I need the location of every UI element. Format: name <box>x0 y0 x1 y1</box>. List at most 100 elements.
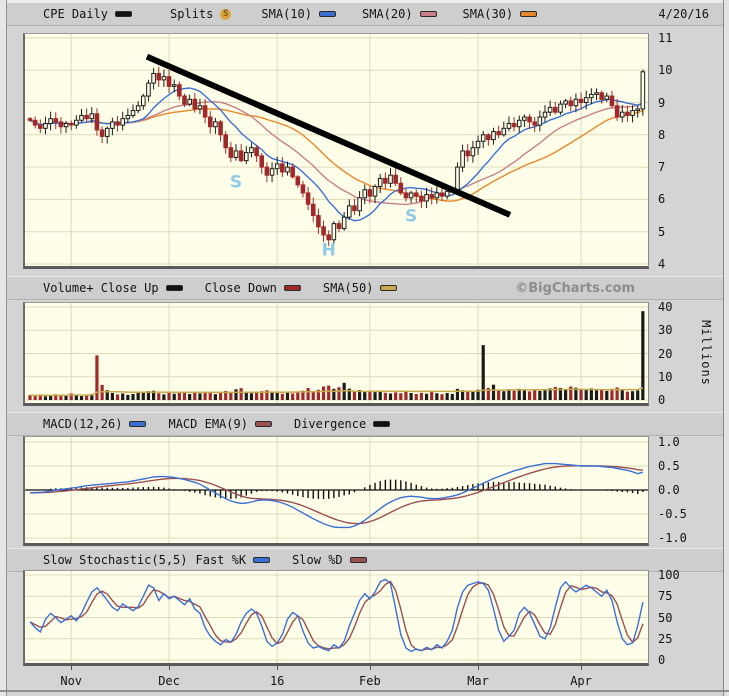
candle-body <box>197 105 203 110</box>
candle-body <box>372 185 378 197</box>
volume-bar <box>584 389 588 400</box>
divergence-bar <box>317 490 320 499</box>
stochastic-chart-panel <box>23 570 649 666</box>
volume-bar <box>157 393 161 400</box>
divergence-bar <box>518 482 520 490</box>
volume-bar <box>177 391 181 400</box>
fast-k-swatch <box>253 557 271 563</box>
volume-bar <box>90 393 94 400</box>
divergence-bar <box>230 490 232 500</box>
divergence-bar <box>405 481 407 490</box>
volume-bar <box>172 393 176 400</box>
volume-bar <box>296 391 300 400</box>
volume-bar <box>533 390 537 400</box>
candle-body <box>496 131 501 136</box>
divergence-bar <box>338 490 340 497</box>
divergence-bar <box>163 487 165 490</box>
candle-body <box>182 95 187 105</box>
volume-bar <box>239 388 243 400</box>
slow-d-swatch <box>349 557 367 563</box>
divergence-bar <box>188 490 191 492</box>
divergence-bar <box>559 487 562 490</box>
divergence-bar <box>446 488 448 490</box>
volume-chart-panel <box>23 302 649 406</box>
divergence-bar <box>122 487 124 490</box>
volume-bar <box>74 394 78 400</box>
y-axis-tick-label: 25 <box>658 631 673 646</box>
candle-body <box>393 174 398 184</box>
bigcharts-watermark: ©BigCharts.com <box>515 280 635 296</box>
candle-body <box>27 118 33 121</box>
candle-body <box>630 110 635 116</box>
volume-bar <box>28 395 32 400</box>
candle-body <box>558 103 563 113</box>
candle-body <box>141 95 146 107</box>
divergence-bar <box>585 490 587 491</box>
volume-bar <box>43 396 48 400</box>
divergence-bar <box>194 490 196 493</box>
divergence-bar <box>482 482 484 490</box>
volume-bar <box>610 388 614 400</box>
volume-bar <box>440 394 444 400</box>
x-axis-tick-label: Nov <box>60 674 83 688</box>
price-line-swatch <box>115 11 133 17</box>
candle-body <box>244 152 249 162</box>
divergence-bar <box>183 490 186 491</box>
divergence-bar <box>590 490 593 491</box>
macd-line <box>29 462 644 529</box>
candle-body <box>408 192 414 199</box>
candle-body <box>475 140 481 149</box>
divergence-bar <box>116 487 119 490</box>
divergence-bar <box>44 489 47 490</box>
divergence-bar <box>626 490 629 493</box>
y-axis-tick-label: 10 <box>658 369 673 384</box>
candle-body <box>516 119 522 128</box>
candle-body <box>68 122 74 126</box>
y-axis-tick-label: 11 <box>658 30 673 45</box>
volume-bar <box>450 393 454 400</box>
candle-body <box>537 116 543 126</box>
volume-bar <box>198 393 202 400</box>
volume-bar <box>270 391 274 400</box>
divergence-bar <box>34 489 36 491</box>
macd-ema-swatch <box>254 421 272 427</box>
candle-body <box>48 118 53 124</box>
candle-body <box>578 98 584 103</box>
divergence-bar <box>554 486 556 490</box>
candle-body <box>455 166 460 191</box>
candle-body <box>161 76 167 81</box>
x-axis-tick <box>71 666 73 670</box>
sma20-swatch <box>419 11 437 17</box>
candle-body <box>99 129 105 137</box>
candle-body <box>542 111 548 118</box>
candle-body <box>156 72 162 81</box>
candle-body <box>470 147 476 157</box>
volume-bar <box>471 390 475 400</box>
volume-bar <box>491 384 496 400</box>
fast-k-line <box>29 578 644 653</box>
x-axis-tick <box>277 666 279 670</box>
divergence-bar <box>364 487 366 490</box>
x-axis-tick <box>581 666 583 670</box>
fast-k-label: Fast %K <box>195 553 247 567</box>
volume-bar <box>424 393 429 400</box>
candle-body <box>506 122 512 129</box>
y-axis-tick-label: 5 <box>658 224 666 239</box>
volume-bar <box>105 390 109 400</box>
divergence-bar <box>147 486 150 490</box>
candle-body <box>290 166 295 178</box>
volume-bar <box>244 391 248 400</box>
candle-body <box>599 92 604 100</box>
divergence-bar <box>642 490 644 493</box>
divergence-bar <box>219 490 222 499</box>
candle-body <box>568 100 574 107</box>
divergence-bar <box>358 489 361 491</box>
macd-legend-bar: MACD(12,26) MACD EMA(9) Divergence <box>7 412 723 436</box>
candle-body <box>120 118 126 126</box>
x-axis-tick <box>169 666 171 670</box>
volume-bar <box>327 385 331 400</box>
divergence-bar <box>631 490 634 494</box>
candle-body <box>362 189 368 199</box>
divergence-bar <box>436 488 438 490</box>
splits-label: Splits <box>170 7 214 21</box>
